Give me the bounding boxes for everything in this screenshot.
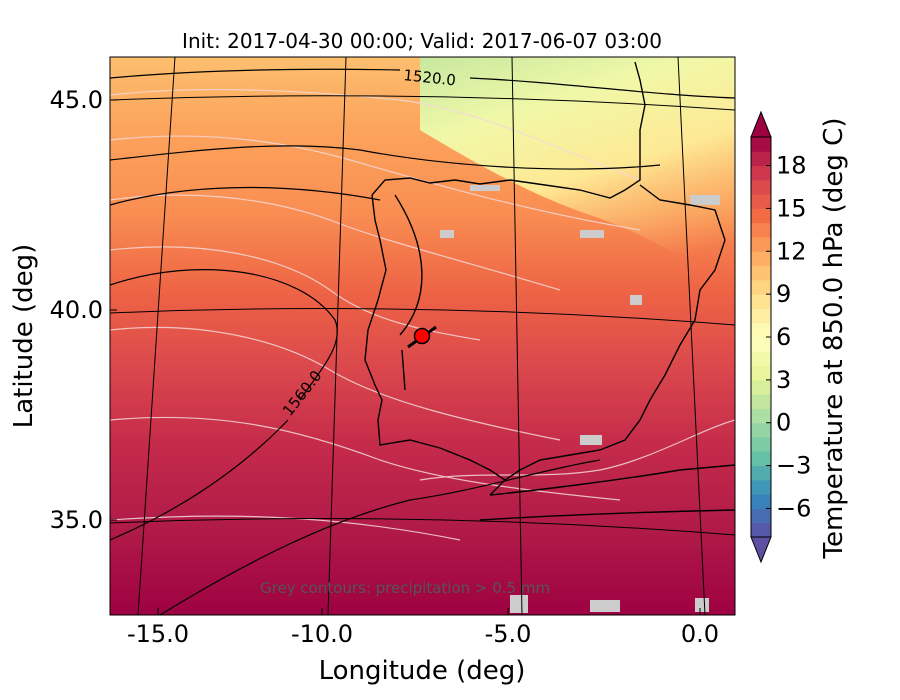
colorbar-segment	[751, 194, 771, 209]
colorbar-tick-label: −6	[776, 494, 811, 522]
x-tick-label: -5.0	[485, 620, 532, 648]
y-tick-label: 40.0	[50, 296, 103, 324]
colorbar-segment	[751, 279, 771, 295]
colorbar-tick-label: 3	[776, 366, 791, 394]
contour-label-1520: 1520.0	[403, 66, 457, 89]
colorbar-segment	[751, 151, 771, 167]
colorbar-extend-min	[750, 536, 772, 564]
colorbar-segment	[751, 294, 771, 309]
y-tick-label: 45.0	[50, 86, 103, 114]
colorbar-segment	[751, 137, 771, 152]
x-axis-label: Longitude (deg)	[319, 656, 526, 686]
colorbar-segment	[751, 322, 771, 338]
x-tick-label: 0.0	[681, 620, 719, 648]
location-marker-dot	[413, 327, 431, 345]
colorbar-segment	[751, 437, 771, 452]
colorbar: −6 −3 0 3 6 9 12 15 18	[750, 110, 811, 564]
map-area: 1520.0 1560.0 Grey contours: precipitati…	[110, 57, 735, 615]
colorbar-tick-label: 18	[776, 152, 807, 180]
colorbar-tick-label: 15	[776, 194, 807, 222]
colorbar-segment	[751, 222, 771, 238]
cool-region	[420, 57, 735, 300]
colorbar-tick-label: 6	[776, 323, 791, 351]
y-axis-label: Latitude (deg)	[9, 244, 39, 429]
colorbar-extend-max	[750, 110, 772, 138]
colorbar-segment	[751, 451, 771, 467]
colorbar-segment	[751, 165, 771, 181]
y-tick-label: 35.0	[50, 506, 103, 534]
colorbar-segment	[751, 394, 771, 409]
colorbar-tick-label: 0	[776, 409, 791, 437]
colorbar-segment	[751, 508, 771, 524]
colorbar-segment	[751, 308, 771, 324]
colorbar-segment	[751, 422, 771, 438]
colorbar-segment	[751, 494, 771, 509]
y-axis: 35.0 40.0 45.0	[50, 86, 117, 534]
precipitation-areas	[440, 185, 720, 613]
graticule	[110, 57, 735, 615]
colorbar-segment	[751, 265, 771, 281]
colorbar-segment	[751, 208, 771, 224]
precipitation-note: Grey contours: precipitation > 0.5 mm	[260, 579, 550, 597]
height-contours	[110, 68, 735, 615]
colorbar-segment	[751, 379, 771, 395]
location-marker	[407, 325, 437, 349]
colorbar-segment	[751, 237, 771, 252]
colorbar-segment	[751, 351, 771, 367]
colorbar-segment	[751, 465, 771, 481]
colorbar-segment	[751, 479, 771, 495]
x-tick-label: -10.0	[291, 620, 353, 648]
colorbar-segment	[751, 408, 771, 424]
colorbar-tick-label: −3	[776, 452, 811, 480]
temperature-contours	[110, 88, 735, 541]
colorbar-segment	[751, 365, 771, 381]
coastline	[364, 61, 735, 521]
x-tick-label: -15.0	[127, 620, 189, 648]
colorbar-segment	[751, 522, 771, 538]
map-frame	[109, 56, 736, 616]
colorbar-segment	[751, 337, 771, 352]
colorbar-tick-label: 9	[776, 280, 791, 308]
plot-title: Init: 2017-04-30 00:00; Valid: 2017-06-0…	[182, 29, 662, 53]
x-axis: -15.0 -10.0 -5.0 0.0	[127, 608, 719, 648]
colorbar-tick-label: 12	[776, 237, 807, 265]
colorbar-segment	[751, 251, 771, 267]
colorbar-label: Temperature at 850.0 hPa (deg C)	[819, 118, 849, 560]
colorbar-segment	[751, 179, 771, 195]
